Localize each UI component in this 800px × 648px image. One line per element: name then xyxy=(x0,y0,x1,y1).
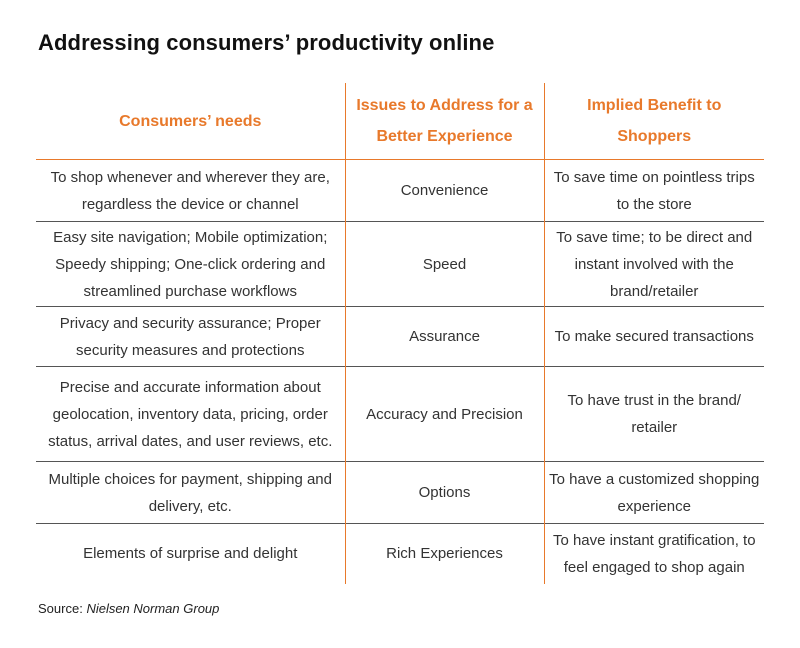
benefit-cell: To have a customized shopping experience xyxy=(544,461,764,524)
issue-cell: Rich Experiences xyxy=(344,523,545,584)
table-header-row: Consumers’ needs Issues to Address for a… xyxy=(36,83,764,160)
benefit-cell: To save time on pointless trips to the s… xyxy=(553,168,755,213)
issue-cell: Options xyxy=(344,461,545,524)
issue-cell: Speed xyxy=(344,221,545,307)
need-cell: Precise and accurate information about g… xyxy=(36,366,345,462)
page-title: Addressing consumers’ productivity onlin… xyxy=(38,30,495,55)
need-cell: Privacy and security assurance; Proper s… xyxy=(36,306,345,367)
issue-cell: Accuracy and Precision xyxy=(344,366,545,462)
table-row: Multiple choices for payment, shipping a… xyxy=(36,461,764,524)
benefit-cell: To make secured transactions xyxy=(544,306,764,367)
table-row: To shop whenever and wherever they are, … xyxy=(36,159,764,222)
table-row: Precise and accurate information about g… xyxy=(36,366,764,462)
source-name: Nielsen Norman Group xyxy=(86,601,220,616)
table-row: Privacy and security assurance; Proper s… xyxy=(36,306,764,367)
column-header-issues: Issues to Address for a Better Experienc… xyxy=(344,83,545,160)
need-cell: To shop whenever and wherever they are, … xyxy=(50,168,330,213)
source-note: Source: Nielsen Norman Group xyxy=(38,601,219,616)
benefit-cell: To save time; to be direct and instant i… xyxy=(544,221,764,307)
need-cell: Elements of surprise and delight xyxy=(36,523,345,584)
column-header-benefit: Implied Benefit to Shoppers xyxy=(544,83,764,160)
column-header-needs: Consumers’ needs xyxy=(36,83,345,160)
issue-cell: Convenience xyxy=(344,159,545,222)
need-cell: Multiple choices for payment, shipping a… xyxy=(36,461,345,524)
table-row: Elements of surprise and delight Rich Ex… xyxy=(36,523,764,584)
benefit-cell: To have instant gratification, to feel e… xyxy=(544,523,764,584)
source-label: Source: xyxy=(38,601,83,616)
table-row: Easy site navigation; Mobile optimizatio… xyxy=(36,221,764,307)
benefit-cell: To have trust in the brand/ retailer xyxy=(544,366,764,462)
comparison-table: Consumers’ needs Issues to Address for a… xyxy=(36,83,764,584)
need-cell: Easy site navigation; Mobile optimizatio… xyxy=(36,221,345,307)
issue-cell: Assurance xyxy=(344,306,545,367)
